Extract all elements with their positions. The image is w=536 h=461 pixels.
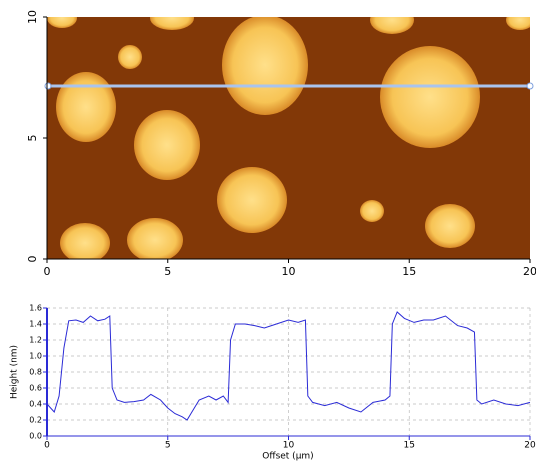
island <box>60 223 110 259</box>
y-tick-label: 0.8 <box>29 368 42 377</box>
island <box>360 200 384 222</box>
island <box>370 17 414 34</box>
x-tick-label: 0 <box>44 441 50 451</box>
profile-line <box>46 311 531 421</box>
x-tick-label: 5 <box>165 441 171 451</box>
island <box>222 17 308 115</box>
y-tick-label: 1.4 <box>29 320 42 329</box>
x-tick-label: 0 <box>44 265 51 278</box>
x-tick-label: 15 <box>404 441 415 451</box>
x-axis-label: Offset (µm) <box>262 452 313 461</box>
island <box>127 218 183 259</box>
y-tick-label: 0.4 <box>29 400 42 409</box>
x-tick-label: 20 <box>524 441 536 451</box>
y-tick-label: 1.2 <box>29 336 42 345</box>
y-axis-label: Height (nm) <box>10 345 20 399</box>
island <box>118 45 142 69</box>
island <box>506 17 530 30</box>
y-tick-label: 0.0 <box>29 432 42 441</box>
x-tick-label: 10 <box>282 265 296 278</box>
profile-handle <box>526 82 534 90</box>
y-tick-label: 1.6 <box>29 304 42 313</box>
x-tick-label: 10 <box>283 441 295 451</box>
y-tick-label: 1.0 <box>29 352 42 361</box>
island <box>217 167 287 233</box>
y-tick-label: 0.2 <box>29 416 42 425</box>
island <box>380 46 480 148</box>
y-tick-label: 10 <box>26 10 39 24</box>
island <box>134 110 200 180</box>
x-tick-label: 5 <box>164 265 171 278</box>
y-tick-label: 0 <box>26 256 39 263</box>
island <box>47 17 77 28</box>
y-tick-label: 0.6 <box>29 384 42 393</box>
x-tick-label: 20 <box>523 265 536 278</box>
afm-image <box>47 17 530 259</box>
y-tick-label: 5 <box>26 135 39 142</box>
island <box>56 72 116 142</box>
island <box>150 17 194 30</box>
island <box>425 204 475 248</box>
profile-handle <box>44 82 52 90</box>
x-tick-label: 15 <box>402 265 416 278</box>
